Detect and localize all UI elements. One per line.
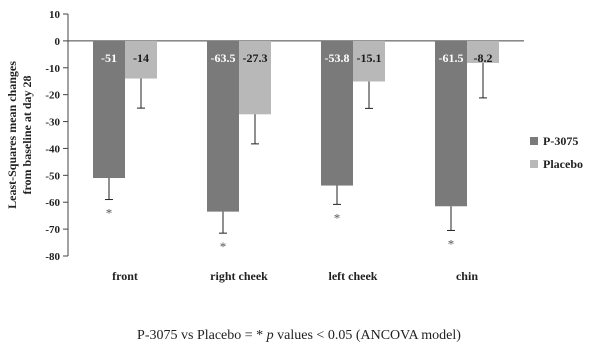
y-tick-label: -10 xyxy=(45,63,60,75)
y-tick-label: -20 xyxy=(45,90,60,102)
bar xyxy=(207,40,239,212)
y-axis-title: Least-Squares mean changesfrom baseline … xyxy=(5,61,34,209)
x-tick-label: chin xyxy=(456,269,478,283)
bars: -51 * -14 -63.5 * -27.3 -53.8 * -15.1 -61.5 * -8.2 xyxy=(93,40,499,254)
x-tick-label: left cheek xyxy=(329,269,378,283)
data-label: -15.1 xyxy=(357,51,382,65)
y-tick-label: -60 xyxy=(45,197,60,209)
bar xyxy=(93,40,125,179)
footnote: P-3075 vs Placebo = * p values < 0.05 (A… xyxy=(0,328,598,344)
y-tick-label: 10 xyxy=(49,9,61,21)
data-label: -51 xyxy=(101,51,117,65)
data-label: -8.2 xyxy=(474,51,493,65)
axes: 10 0 -10 -20 -30 -40 -50 -60 -70 -80 front right ch… xyxy=(45,9,524,283)
x-tick-label: right cheek xyxy=(210,269,268,283)
y-tick-label: -70 xyxy=(45,224,60,236)
x-tick-label: front xyxy=(112,269,138,283)
bar xyxy=(353,40,385,82)
data-label: -27.3 xyxy=(243,51,268,65)
bar xyxy=(321,40,353,186)
y-tick-label: -30 xyxy=(45,117,60,129)
legend-swatch xyxy=(530,137,538,145)
footnote-suffix: values < 0.05 (ANCOVA model) xyxy=(273,328,461,343)
bar xyxy=(239,40,271,115)
significance-marker: * xyxy=(220,239,227,254)
data-label: -61.5 xyxy=(439,51,464,65)
y-axis-label-line: Least-Squares mean changes xyxy=(5,61,19,209)
y-tick-label: -50 xyxy=(45,170,60,182)
significance-marker: * xyxy=(334,210,341,225)
y-tick-label: -80 xyxy=(45,251,60,263)
bar xyxy=(125,40,157,79)
bar xyxy=(435,40,467,207)
y-axis-label-line: from baseline at day 28 xyxy=(20,75,34,194)
significance-marker: * xyxy=(448,236,455,251)
legend-label: Placebo xyxy=(543,157,583,171)
footnote-prefix: P-3075 vs Placebo = * xyxy=(137,328,267,343)
significance-marker: * xyxy=(106,206,113,221)
legend-swatch xyxy=(530,160,538,168)
y-tick-label: -40 xyxy=(45,143,60,155)
legend: P-3075 Placebo xyxy=(530,134,583,171)
data-label: -53.8 xyxy=(325,51,350,65)
data-label: -14 xyxy=(133,51,149,65)
footnote-p: p xyxy=(266,328,274,343)
legend-label: P-3075 xyxy=(543,134,578,148)
y-axis-label: Least-Squares mean changesfrom baseline … xyxy=(5,61,34,209)
y-tick-label: 0 xyxy=(55,36,61,48)
bar xyxy=(467,40,499,63)
data-label: -63.5 xyxy=(211,51,236,65)
